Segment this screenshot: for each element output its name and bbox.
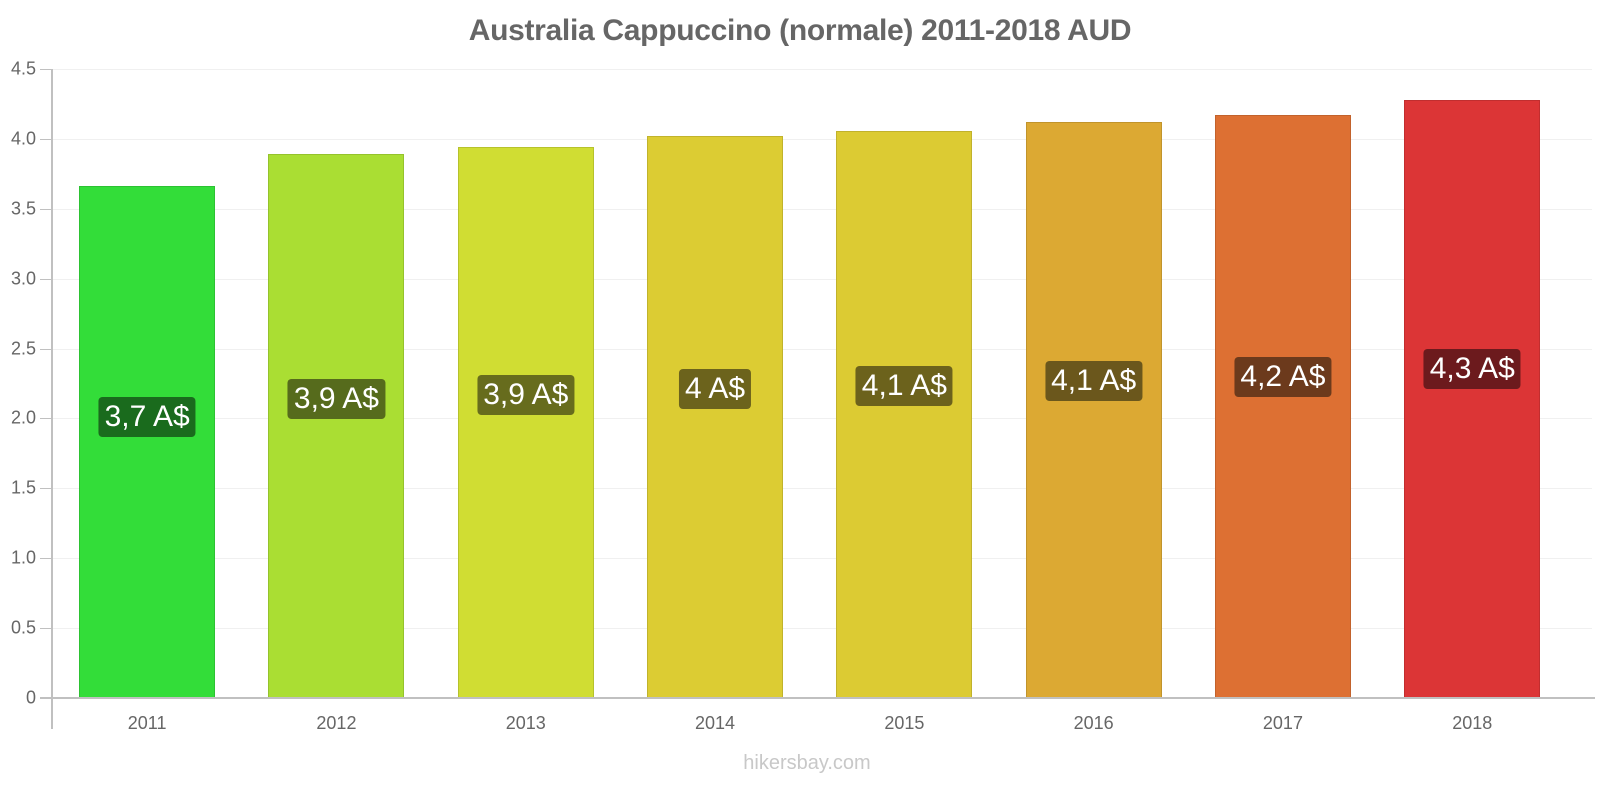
bar-2012[interactable]	[268, 154, 405, 698]
data-label: 3,9 A$	[287, 378, 385, 419]
x-tick-label: 2012	[316, 713, 357, 733]
y-tick-mark	[40, 69, 52, 70]
y-tick-mark	[40, 349, 52, 350]
y-tick-mark	[40, 488, 52, 489]
gridline	[52, 349, 1592, 350]
y-tick-mark	[40, 558, 52, 559]
gridline	[52, 209, 1592, 210]
y-tick-mark	[40, 628, 52, 629]
y-tick-label: 4.5	[10, 58, 36, 79]
gridline	[52, 69, 1592, 70]
bar-2018[interactable]	[1404, 99, 1541, 698]
x-tick-label: 2013	[505, 713, 546, 733]
y-tick-label: 3.5	[10, 198, 36, 219]
bar-2014[interactable]	[647, 136, 784, 698]
x-tick-label: 2017	[1262, 713, 1303, 733]
data-label: 4,3 A$	[1423, 348, 1521, 389]
y-tick-mark	[40, 279, 52, 280]
x-axis-line	[40, 697, 1595, 699]
data-label: 3,7 A$	[98, 396, 196, 437]
x-tick-label: 2014	[695, 713, 736, 733]
y-tick-label: 2.0	[10, 407, 36, 428]
gridline	[52, 279, 1592, 280]
y-tick-label: 3.0	[10, 268, 36, 289]
y-tick-label: 0	[25, 687, 36, 708]
y-tick-label: 1.0	[10, 547, 36, 568]
x-tick-label: 2015	[884, 713, 925, 733]
data-label: 3,9 A$	[477, 375, 575, 416]
x-tick-label: 2016	[1073, 713, 1114, 733]
y-tick-label: 1.5	[10, 477, 36, 498]
y-tick-mark	[40, 209, 52, 210]
gridline	[52, 558, 1592, 559]
y-axis-line	[51, 69, 53, 729]
watermark: hikersbay.com	[743, 752, 871, 774]
bar-2015[interactable]	[836, 130, 973, 698]
bar-2016[interactable]	[1025, 122, 1162, 698]
y-tick-mark	[40, 139, 52, 140]
y-tick-label: 0.5	[10, 617, 36, 638]
bar-2017[interactable]	[1214, 115, 1351, 698]
y-tick-label: 4.0	[10, 128, 36, 149]
gridline	[52, 418, 1592, 419]
gridline	[52, 139, 1592, 140]
data-label: 4 A$	[679, 368, 752, 409]
y-tick-label: 2.5	[10, 338, 36, 359]
gridline	[52, 628, 1592, 629]
bar-2011[interactable]	[79, 186, 216, 698]
chart-title: Australia Cappuccino (normale) 2011-2018…	[468, 14, 1132, 47]
data-label: 4,2 A$	[1234, 357, 1332, 398]
gridline	[52, 488, 1592, 489]
y-tick-mark	[40, 418, 52, 419]
x-tick-label: 2011	[127, 713, 167, 733]
x-tick-label: 2018	[1452, 713, 1493, 733]
data-label: 4,1 A$	[1045, 361, 1143, 402]
data-label: 4,1 A$	[855, 365, 953, 406]
bar-2013[interactable]	[457, 147, 594, 698]
